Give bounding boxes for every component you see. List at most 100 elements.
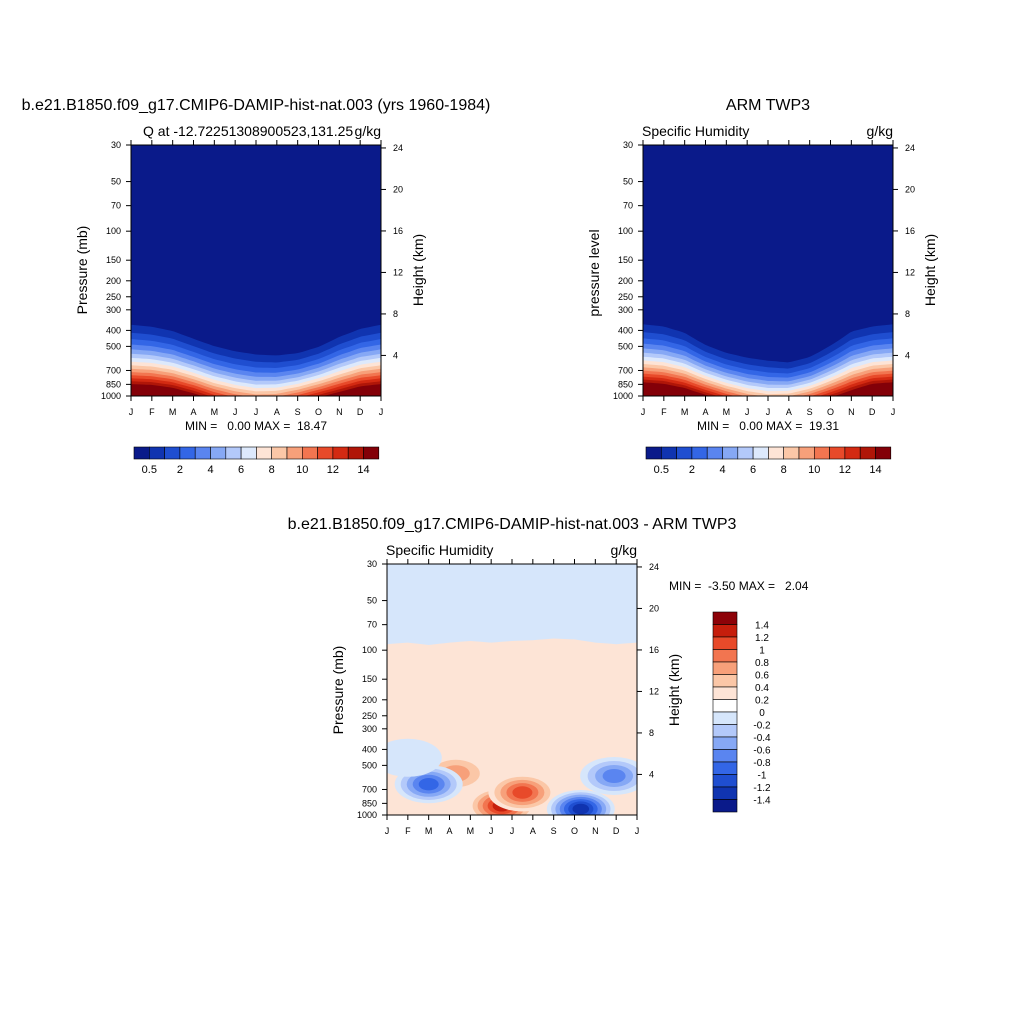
y-tick-label: 400	[362, 744, 377, 754]
colorbar-cell	[179, 446, 196, 460]
y-axis-left: 30 50 70 100 150 200 250 300 400 500 700 850 1000	[613, 140, 643, 401]
x-tick-label: M	[723, 407, 731, 417]
y-tick-label: 250	[618, 292, 633, 302]
y-right-tick-label: 4	[905, 350, 910, 360]
colorbar-cell	[752, 446, 769, 460]
y-tick-label: 70	[367, 620, 377, 630]
x-tick-label: M	[211, 407, 219, 417]
colorbar-cell	[813, 446, 830, 460]
x-tick-label: D	[869, 407, 876, 417]
x-tick-label: A	[530, 826, 536, 836]
contour-positive-mid-jja	[512, 786, 533, 799]
colorbar-cell	[301, 446, 318, 460]
colorbar-cell	[164, 446, 181, 460]
y-axis-right: 24 20 16 12 8 4	[637, 562, 659, 779]
colorbar-cell	[768, 446, 785, 460]
colorbar-cell	[133, 446, 150, 460]
colorbar-cell	[676, 446, 693, 460]
x-tick-label: J	[379, 407, 384, 417]
colorbar-cell	[256, 446, 272, 460]
colorbar-label: 1.2	[755, 633, 769, 644]
x-tick-label: M	[681, 407, 689, 417]
y-tick-label: 400	[106, 325, 121, 335]
x-tick-label: A	[190, 407, 196, 417]
x-tick-label: J	[766, 407, 771, 417]
colorbar-cell	[332, 446, 349, 460]
colorbar-cell	[149, 446, 165, 460]
colorbar-cell	[691, 446, 708, 460]
y-right-tick-label: 24	[393, 143, 403, 153]
y-tick-label: 500	[618, 341, 633, 351]
y-tick-label: 30	[623, 140, 633, 150]
colorbar-label: 4	[719, 464, 725, 476]
colorbar-cell	[712, 761, 738, 775]
contour-band	[643, 376, 893, 396]
colorbar-cell	[706, 446, 723, 460]
colorbar-cell	[712, 736, 738, 750]
colorbar-cell	[210, 446, 227, 460]
colorbar-label: 1.4	[755, 621, 769, 632]
colorbar-label: 0.4	[755, 683, 769, 694]
colorbar-cell	[712, 661, 738, 675]
y-tick-label: 850	[106, 379, 121, 389]
contour-band	[131, 384, 381, 396]
y-tick-label: 500	[362, 760, 377, 770]
y-tick-label: 250	[362, 711, 377, 721]
colorbar-label: 0.2	[755, 696, 769, 707]
x-tick-label: M	[169, 407, 177, 417]
colorbar-cell	[859, 446, 876, 460]
colorbar-label: 14	[357, 464, 369, 476]
contour-fill	[131, 145, 381, 396]
x-tick-label: J	[129, 407, 134, 417]
colorbar-label: -1	[758, 771, 767, 782]
x-tick-label: O	[315, 407, 322, 417]
x-tick-label: J	[745, 407, 750, 417]
colorbar-label: 12	[839, 464, 851, 476]
colorbar: 0.5 2 4 6 8 10 12 14	[133, 446, 380, 476]
stats-text: MIN = -3.50 MAX = 2.04	[669, 579, 809, 593]
y-tick-label: 50	[111, 177, 121, 187]
contour-negative-feb	[387, 738, 442, 777]
y-right-tick-label: 24	[649, 562, 659, 572]
x-tick-label: A	[702, 407, 708, 417]
x-tick-label: N	[848, 407, 855, 417]
panel-model: b.e21.B1850.f09_g17.CMIP6-DAMIP-hist-nat…	[22, 97, 491, 476]
stats-text: MIN = 0.00 MAX = 19.31	[697, 419, 839, 433]
x-tick-label: N	[592, 826, 599, 836]
colorbar-label: -1.2	[753, 783, 771, 794]
colorbar-cell	[712, 674, 738, 688]
colorbar-cell	[645, 446, 662, 460]
x-tick-label: S	[807, 407, 813, 417]
y-tick-label: 400	[618, 325, 633, 335]
colorbar-label: 0	[759, 708, 765, 719]
colorbar-label: 2	[177, 464, 183, 476]
y-tick-label: 70	[111, 201, 121, 211]
x-tick-label: S	[551, 826, 557, 836]
colorbar-cell	[240, 446, 257, 460]
x-tick-label: J	[254, 407, 259, 417]
colorbar-label: 0.5	[142, 464, 157, 476]
panel-difference: b.e21.B1850.f09_g17.CMIP6-DAMIP-hist-nat…	[288, 516, 809, 836]
y-tick-label: 70	[623, 201, 633, 211]
colorbar-cell	[829, 446, 846, 460]
x-tick-label: M	[467, 826, 475, 836]
colorbar-cell	[722, 446, 739, 460]
colorbar-cell	[875, 446, 892, 460]
y-tick-label: 150	[362, 674, 377, 684]
panel-title: b.e21.B1850.f09_g17.CMIP6-DAMIP-hist-nat…	[22, 97, 491, 114]
colorbar-cell	[347, 446, 364, 460]
y-axis-right: 24 20 16 12 8 4	[893, 143, 915, 360]
y-tick-label: 250	[106, 292, 121, 302]
y-right-tick-label: 4	[393, 350, 398, 360]
y-tick-label: 300	[362, 724, 377, 734]
y-tick-label: 200	[362, 695, 377, 705]
x-tick-label: J	[489, 826, 494, 836]
contour-fill	[387, 564, 637, 815]
colorbar-label: -1.4	[753, 796, 771, 807]
y-axis-right-label: Height (km)	[410, 234, 426, 306]
colorbar-cell	[712, 724, 738, 738]
